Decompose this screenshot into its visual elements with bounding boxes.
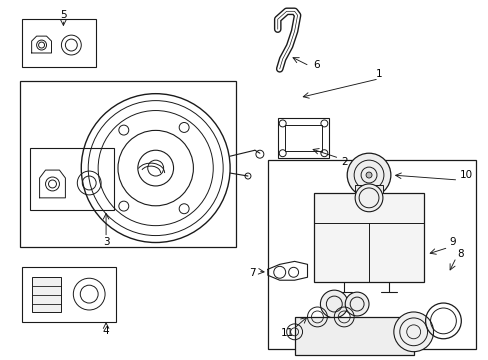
Text: 1: 1 xyxy=(375,69,382,79)
Bar xyxy=(354,185,382,193)
Text: 6: 6 xyxy=(312,60,319,70)
Text: 4: 4 xyxy=(102,326,109,336)
Text: 3: 3 xyxy=(102,237,109,247)
Bar xyxy=(314,193,423,282)
Bar xyxy=(30,148,114,210)
Circle shape xyxy=(354,184,382,212)
Circle shape xyxy=(345,292,368,316)
Bar xyxy=(32,277,61,312)
Text: 8: 8 xyxy=(456,249,463,260)
Text: 7: 7 xyxy=(248,268,255,278)
Text: 11: 11 xyxy=(281,328,294,338)
Text: 2: 2 xyxy=(340,157,347,167)
Circle shape xyxy=(393,312,433,352)
Bar xyxy=(284,125,322,151)
Circle shape xyxy=(320,290,347,318)
Bar xyxy=(267,160,475,349)
Circle shape xyxy=(366,172,371,178)
Bar xyxy=(277,118,328,158)
Text: 9: 9 xyxy=(448,237,455,247)
Bar xyxy=(21,267,116,322)
Bar xyxy=(294,317,413,355)
Circle shape xyxy=(346,153,390,197)
Bar xyxy=(21,19,96,67)
Text: 5: 5 xyxy=(60,10,66,20)
Text: 10: 10 xyxy=(459,170,472,180)
Bar xyxy=(20,81,236,247)
